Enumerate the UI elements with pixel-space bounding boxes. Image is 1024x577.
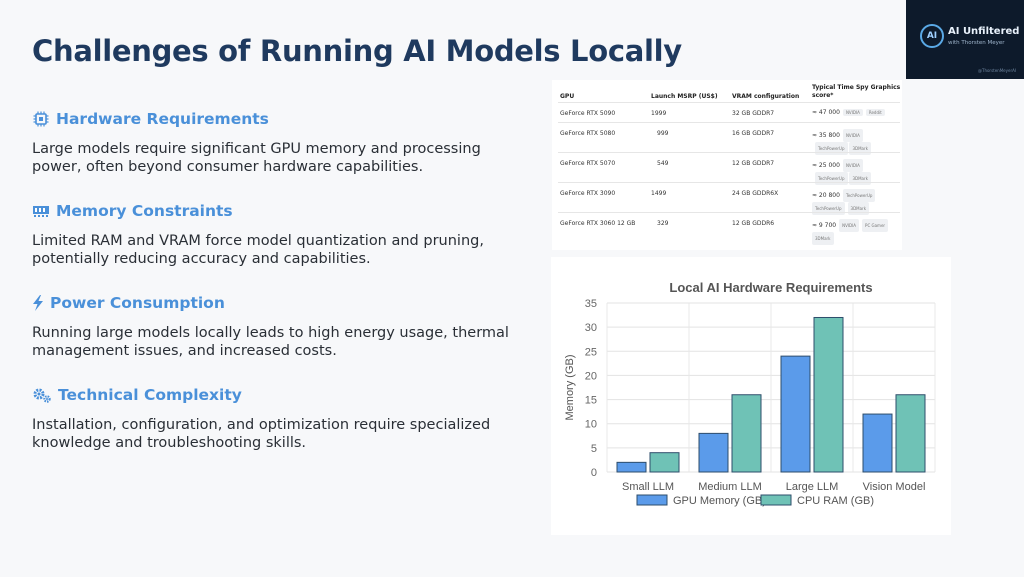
bar (813, 316, 844, 473)
brand-logo: AI AI Unfiltered with Thorsten Meyer @Th… (906, 0, 1024, 79)
logo-handle: @ThorstenMeyerAI (978, 68, 1017, 73)
y-tick-label: 0 (591, 467, 597, 479)
memory-chart-card: Local AI Hardware Requirements 0 5 10 15 20 25… (551, 257, 951, 535)
logo-title: AI Unfiltered (948, 26, 1020, 37)
header-score: Typical Time Spy Graphics (812, 84, 901, 91)
x-tick-label: Vision Model (863, 481, 926, 493)
microchip-icon (32, 110, 50, 128)
legend-label: CPU RAM (GB) (797, 495, 874, 507)
memory-bar-chart: Local AI Hardware Requirements 0 5 10 15 20 25… (564, 280, 936, 507)
brain-logo-icon: AI (920, 24, 944, 48)
table-header: GPU Launch MSRP (US$) VRAM configuration… (552, 84, 902, 106)
bar (649, 452, 680, 473)
y-tick-label: 20 (585, 370, 597, 382)
section-heading: Technical Complexity (58, 386, 242, 404)
bar (862, 413, 893, 473)
x-tick-label: Small LLM (622, 481, 674, 493)
memory-icon (32, 202, 50, 220)
bar (731, 394, 762, 473)
x-tick-label: Medium LLM (698, 481, 762, 493)
section-memory: Memory Constraints Limited RAM and VRAM … (32, 202, 512, 268)
section-heading: Power Consumption (50, 294, 225, 312)
header-gpu: GPU (560, 93, 575, 100)
slide-title: Challenges of Running AI Models Locally (32, 34, 682, 68)
y-tick-label: 5 (591, 443, 597, 455)
logo-subtitle: with Thorsten Meyer (948, 40, 1005, 46)
y-tick-label: 30 (585, 322, 597, 334)
section-complexity: Technical Complexity Installation, confi… (32, 386, 512, 452)
table-row: GeForce RTX 5070 549 12 GB GDDR7 ≈ 25 00… (558, 152, 900, 185)
section-body: Large models require significant GPU mem… (32, 141, 481, 175)
table-row: GeForce RTX 5080 999 16 GB GDDR7 ≈ 35 80… (558, 122, 900, 155)
section-power: Power Consumption Running large models l… (32, 294, 512, 360)
y-tick-label: 15 (585, 395, 597, 407)
section-hardware: Hardware Requirements Large models requi… (32, 110, 512, 176)
y-tick-label: 35 (585, 298, 597, 310)
chart-title: Local AI Hardware Requirements (669, 280, 872, 295)
gears-icon (32, 386, 52, 404)
table-row: GeForce RTX 3060 12 GB 329 12 GB GDDR6 ≈… (558, 212, 900, 245)
bar (895, 394, 926, 473)
legend-label: GPU Memory (GB) (673, 495, 766, 507)
bolt-icon (32, 294, 44, 312)
bar (616, 461, 647, 473)
y-tick-label: 10 (585, 419, 597, 431)
legend-swatch (636, 494, 668, 506)
y-axis-label: Memory (GB) (564, 355, 576, 421)
gpu-table: GPU Launch MSRP (US$) VRAM configuration… (552, 80, 902, 250)
legend-swatch (760, 494, 792, 506)
table-row: GeForce RTX 5090 1999 32 GB GDDR7 ≈ 47 0… (558, 102, 900, 123)
bar (698, 432, 729, 473)
header-msrp: Launch MSRP (US$) (651, 93, 718, 100)
y-tick-label: 25 (585, 346, 597, 358)
section-body: Running large models locally leads to hi… (32, 325, 509, 359)
header-score-line2: score* (812, 92, 834, 99)
header-vram: VRAM configuration (732, 93, 800, 100)
x-tick-label: Large LLM (786, 481, 839, 493)
bar (780, 355, 811, 473)
section-heading: Hardware Requirements (56, 110, 269, 128)
section-body: Limited RAM and VRAM force model quantiz… (32, 233, 484, 267)
table-row: GeForce RTX 3090 1499 24 GB GDDR6X ≈ 20 … (558, 182, 900, 215)
section-body: Installation, configuration, and optimiz… (32, 417, 491, 451)
section-heading: Memory Constraints (56, 202, 233, 220)
